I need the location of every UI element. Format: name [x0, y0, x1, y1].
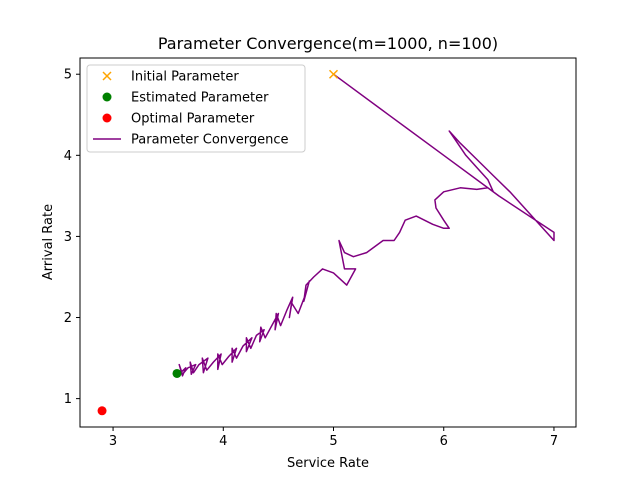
axis-ticks: 3 4 5 6 7 1 2 3 4 5: [64, 68, 558, 449]
estimated-parameter-marker: [172, 368, 182, 378]
legend-marker-initial: [102, 71, 112, 81]
axes-frame: [79, 57, 577, 428]
legend-label-optimal: Optimal Parameter: [131, 112, 255, 127]
x-tick-label: 5: [329, 434, 337, 449]
x-tick-label: 3: [109, 434, 117, 449]
legend-entry-initial: Initial Parameter: [102, 70, 239, 85]
legend-entry-estimated: Estimated Parameter: [102, 91, 269, 106]
initial-parameter-marker: [328, 69, 339, 79]
x-tick-label: 6: [440, 434, 448, 449]
y-tick-label: 5: [64, 68, 72, 83]
legend-box: [86, 64, 306, 153]
chart-title: Parameter Convergence(m=1000, n=100): [158, 34, 498, 53]
legend-entry-optimal: Optimal Parameter: [102, 112, 255, 127]
legend-entry-path: Parameter Convergence: [93, 133, 288, 148]
legend-marker-initial-stroke-b: [102, 71, 112, 81]
x-tick-label: 4: [219, 434, 227, 449]
legend-label-estimated: Estimated Parameter: [131, 91, 269, 106]
y-axis-label: Arrival Rate: [41, 204, 56, 280]
x-axis-label: Service Rate: [287, 456, 369, 471]
y-tick-label: 2: [64, 311, 72, 326]
plot-area: [97, 69, 555, 416]
y-tick-label: 4: [64, 149, 72, 164]
x-tick-label: 7: [550, 434, 558, 449]
legend: Initial Parameter Estimated Parameter Opti…: [86, 64, 306, 153]
legend-marker-optimal: [102, 113, 112, 123]
y-tick-label: 1: [64, 392, 72, 407]
optimal-parameter-marker: [97, 406, 107, 416]
convergence-path-line: [176, 73, 555, 377]
legend-label-initial: Initial Parameter: [131, 70, 239, 85]
y-tick-label: 3: [64, 230, 72, 245]
initial-parameter-marker-stroke-b: [328, 69, 339, 79]
legend-label-path: Parameter Convergence: [131, 133, 288, 148]
legend-marker-estimated: [102, 92, 112, 102]
